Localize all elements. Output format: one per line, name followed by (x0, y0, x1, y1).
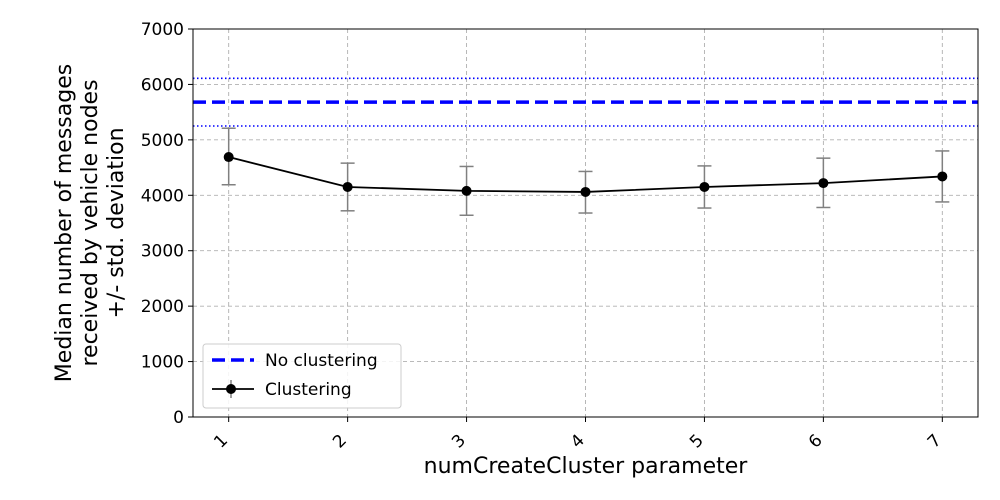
series-layer (193, 77, 978, 216)
y-tick-label: 5000 (141, 131, 184, 151)
y-axis-label: Median number of messagesreceived by veh… (52, 64, 129, 382)
legend-label-clustering: Clustering (265, 380, 352, 400)
x-axis-label: numCreateCluster parameter (424, 454, 749, 479)
y-tick-label: 1000 (141, 353, 184, 373)
x-tick-label: 5 (686, 431, 708, 453)
y-tick-label: 3000 (141, 242, 184, 262)
y-tick-label: 0 (173, 408, 184, 428)
legend: No clustering Clustering (202, 343, 402, 409)
clustering-point (342, 181, 353, 192)
clustering-point (699, 181, 710, 192)
clustering-point (937, 171, 948, 182)
x-tick-label: 6 (805, 431, 827, 453)
legend-marker-clustering (226, 384, 236, 394)
x-tick-label: 3 (448, 431, 470, 453)
x-tick-label: 7 (924, 431, 946, 453)
y-axis-label-line: +/- std. deviation (104, 127, 129, 318)
clustering-point (461, 185, 472, 196)
y-axis-label-line: received by vehicle nodes (78, 79, 103, 366)
y-tick-label: 2000 (141, 297, 184, 317)
clustering-point (223, 152, 234, 163)
y-axis-label-line: Median number of messages (52, 64, 77, 382)
clustering-point (818, 178, 829, 189)
x-tick-label: 4 (567, 431, 589, 453)
clustering-point (580, 186, 591, 197)
y-tick-label: 6000 (141, 75, 184, 95)
legend-label-no-clustering: No clustering (265, 351, 378, 371)
x-tick-label: 1 (210, 431, 232, 453)
y-tick-label: 4000 (141, 186, 184, 206)
y-tick-label: 7000 (141, 20, 184, 40)
x-tick-label: 2 (329, 431, 351, 453)
